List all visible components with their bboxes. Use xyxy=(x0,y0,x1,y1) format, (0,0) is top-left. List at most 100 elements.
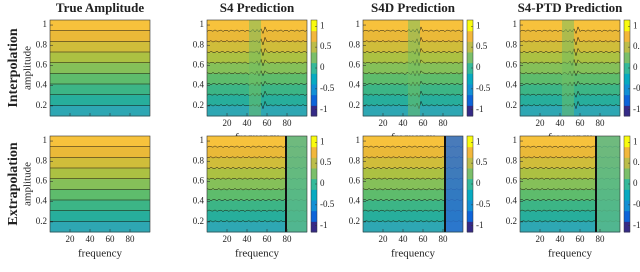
y-tick-label: 0.2 xyxy=(193,216,204,226)
x-axis-label: frequency xyxy=(78,248,122,260)
artifact-region xyxy=(596,136,620,232)
contour-band xyxy=(207,178,307,190)
x-tick-label: 60 xyxy=(106,234,116,244)
y-tick-label: 0.6 xyxy=(349,176,361,186)
y-tick-label: 0.8 xyxy=(349,155,361,165)
x-axis-label: frequency xyxy=(235,248,279,260)
y-tick-label: 0.4 xyxy=(36,196,48,206)
colorbar-segment xyxy=(311,178,317,190)
colorbar-segment xyxy=(467,221,473,233)
colorbar-segment xyxy=(624,189,630,201)
contour-band xyxy=(50,52,150,64)
colorbar-tick-label: 0.5 xyxy=(476,157,488,167)
y-tick-label: 0.4 xyxy=(506,80,518,90)
contour-band xyxy=(50,105,150,117)
y-tick-label: 0.6 xyxy=(193,60,205,70)
plot-area xyxy=(519,20,621,117)
plot-area xyxy=(50,136,150,233)
colorbar-tick-label: 0 xyxy=(476,178,481,188)
x-tick-label: 80 xyxy=(596,118,606,128)
contour-band xyxy=(50,62,150,74)
contour-band xyxy=(207,210,307,222)
contour-band xyxy=(363,136,463,148)
colorbar-segment xyxy=(467,178,473,190)
colorbar-tick-label: -0.5 xyxy=(476,83,491,93)
colorbar-tick-label: 0.5 xyxy=(320,157,332,167)
colorbar-tick-label: -0.5 xyxy=(320,199,335,209)
colorbar-tick-label: 0.5 xyxy=(320,41,332,51)
y-tick-label: 0.2 xyxy=(36,100,47,110)
y-axis-label: amplitude xyxy=(22,162,34,206)
contour-band xyxy=(520,157,620,169)
colorbar-tick-label: 1 xyxy=(476,136,481,146)
contour-band xyxy=(520,221,620,233)
contour-band xyxy=(50,30,150,42)
colorbar-segment xyxy=(467,136,473,148)
contour-band xyxy=(363,157,463,169)
axes-frame xyxy=(206,135,308,233)
axes-frame xyxy=(362,135,464,233)
x-tick-label: 60 xyxy=(263,234,273,244)
contour-band xyxy=(520,178,620,190)
colorbar-tick-label: 1 xyxy=(476,20,481,30)
contour-band xyxy=(50,94,150,106)
colorbar-segment xyxy=(624,200,630,212)
colorbar-tick-label: 1 xyxy=(320,20,325,30)
y-tick-label: 0.2 xyxy=(36,216,47,226)
colorbar-segment xyxy=(467,20,473,32)
x-tick-label: 40 xyxy=(243,118,253,128)
contour-band xyxy=(363,200,463,212)
colorbar-tick-label: -1 xyxy=(633,104,640,114)
x-tick-label: 20 xyxy=(223,234,233,244)
axes-frame xyxy=(49,135,151,233)
colorbar-segment xyxy=(624,157,630,169)
contour-band xyxy=(50,200,150,212)
x-tick-label: 40 xyxy=(556,234,566,244)
colorbar-segment xyxy=(467,73,473,85)
colorbar-segment xyxy=(311,52,317,64)
colorbar-tick-label: -1 xyxy=(476,220,484,230)
colorbar-tick-label: 0.5 xyxy=(476,41,488,51)
colorbar-segment xyxy=(311,84,317,96)
panel-title: S4-PTD Prediction xyxy=(518,0,624,15)
contour-band xyxy=(207,168,307,180)
colorbar-segment xyxy=(311,200,317,212)
colorbar-segment xyxy=(624,52,630,64)
colorbar-segment xyxy=(624,20,630,32)
colorbar-segment xyxy=(467,105,473,117)
plot-area xyxy=(206,20,308,117)
y-tick-label: 0.8 xyxy=(193,39,205,49)
artifact-region xyxy=(408,20,420,116)
y-tick-label: 0.2 xyxy=(349,216,360,226)
y-tick-label: 1 xyxy=(356,135,361,145)
colorbar-segment xyxy=(311,20,317,32)
contour-band xyxy=(50,146,150,158)
colorbar-segment xyxy=(624,62,630,74)
colorbar-segment xyxy=(311,157,317,169)
x-tick-label: 20 xyxy=(66,234,76,244)
colorbar-tick-label: -0.5 xyxy=(633,83,640,93)
x-tick-label: 80 xyxy=(596,234,606,244)
plot-area xyxy=(50,20,150,117)
colorbar-segment xyxy=(467,62,473,74)
plot-area xyxy=(519,136,621,233)
x-axis-label: frequency xyxy=(548,248,592,260)
colorbar-segment xyxy=(624,73,630,85)
colorbar-tick-label: -1 xyxy=(633,220,640,230)
colorbar-segment xyxy=(467,52,473,64)
colorbar-segment xyxy=(624,41,630,53)
colorbar-segment xyxy=(624,30,630,42)
colorbar-segment xyxy=(467,84,473,96)
colorbar-segment xyxy=(624,84,630,96)
contour-band xyxy=(207,221,307,233)
contour-band xyxy=(207,200,307,212)
artifact-region xyxy=(562,20,574,116)
colorbar-segment xyxy=(467,41,473,53)
x-tick-label: 20 xyxy=(223,118,233,128)
colorbar-tick-label: 0 xyxy=(476,62,481,72)
colorbar-tick-label: -1 xyxy=(320,104,328,114)
colorbar-tick-label: -1 xyxy=(476,104,484,114)
x-tick-label: 40 xyxy=(86,234,96,244)
y-tick-label: 0.2 xyxy=(193,100,204,110)
row-label: Interpolation xyxy=(6,28,21,108)
